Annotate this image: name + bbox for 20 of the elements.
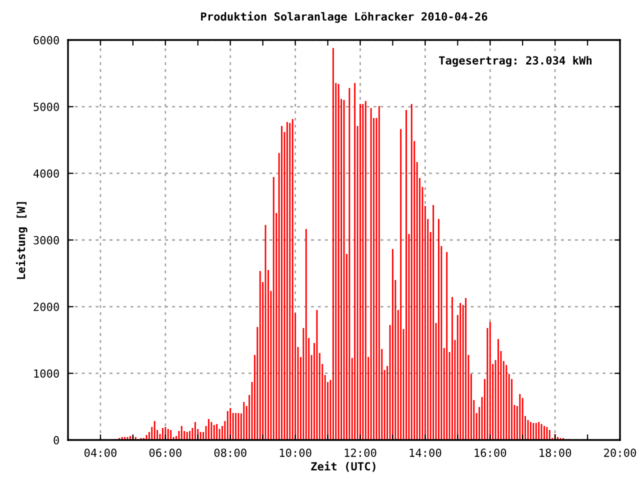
x-tick-label: 14:00 <box>410 448 442 457</box>
y-tick-label: 6000 <box>34 36 59 44</box>
x-tick-label: 20:00 <box>604 448 636 457</box>
y-axis-title: Leistung [W] <box>16 202 28 279</box>
y-tick-label: 4000 <box>33 169 59 178</box>
x-tick-label: 18:00 <box>540 448 572 457</box>
x-tick-label: 06:00 <box>149 448 182 457</box>
y-tick-label: 5000 <box>34 102 59 112</box>
annotation: Tagesertrag: 23.034 kWh <box>439 56 592 67</box>
x-tick-label: 04:00 <box>84 448 116 457</box>
chart-title: Produktion Solaranlage Löhracker 2010-04-26 <box>201 12 488 23</box>
y-tick-label: 2000 <box>34 302 59 312</box>
x-tick-label: 12:00 <box>344 448 376 457</box>
x-tick-label: 16:00 <box>474 448 506 457</box>
x-axis-title: Zeit (UTC) <box>311 461 376 472</box>
y-tick-label: 3000 <box>34 236 59 244</box>
y-tick-label: 1000 <box>34 369 59 378</box>
x-tick-label: 10:00 <box>280 448 312 457</box>
y-tick-label: 0 <box>54 436 59 444</box>
x-tick-label: 08:00 <box>214 448 246 457</box>
